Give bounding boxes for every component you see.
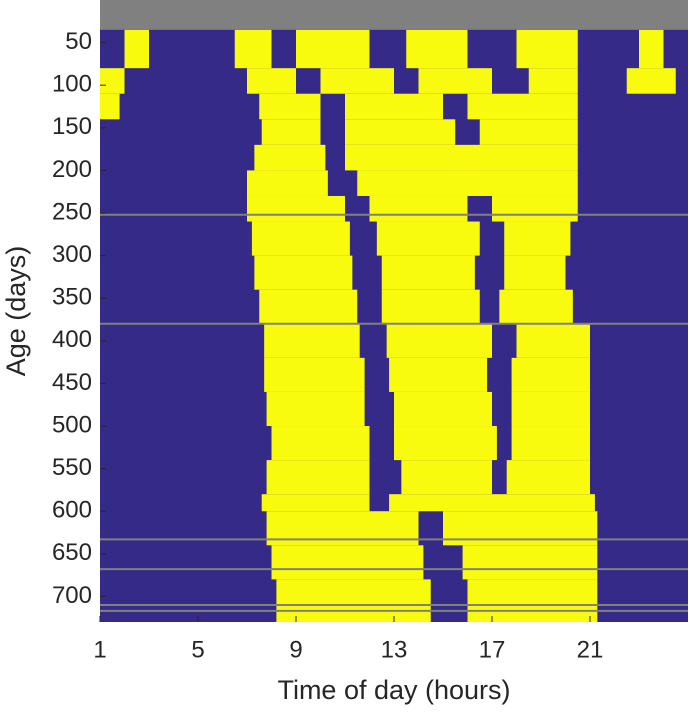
activity-block [499,289,573,324]
activity-block [345,144,578,171]
activity-block [389,494,595,512]
activity-block [100,68,125,94]
activity-block [234,29,272,69]
activity-block [376,221,480,256]
activity-block [261,494,370,512]
activity-block [276,579,431,622]
activity-block [266,460,370,495]
y-tick-label: 500 [52,411,92,438]
activity-block [511,391,590,427]
activity-block [418,68,492,94]
x-tick-label: 5 [191,636,204,663]
activity-block [386,323,492,358]
y-tick-label: 650 [52,539,92,566]
activity-block [516,29,578,69]
activity-block [369,195,468,222]
activity-block [381,289,480,324]
y-tick-label: 400 [52,326,92,353]
missing-range [100,0,688,30]
activity-block [100,93,120,120]
activity-block [467,93,578,120]
activity-block [264,357,365,392]
y-tick-label: 50 [65,28,92,55]
activity-block [504,221,571,256]
activity-block [254,144,326,171]
activity-block [247,195,345,222]
activity-block [357,170,578,196]
y-tick-label: 150 [52,113,92,140]
activity-block [320,68,394,94]
activity-block [247,170,328,196]
activity-block [479,119,578,145]
y-tick-label: 100 [52,71,92,98]
activity-block [259,93,321,120]
y-tick-label: 200 [52,156,92,183]
activity-block [381,255,475,290]
activity-block [492,195,578,222]
activity-block [516,323,590,358]
activity-block [506,460,590,495]
x-tick-label: 1 [93,636,106,663]
activity-block [528,68,578,94]
y-tick-label: 350 [52,284,92,311]
activity-block [345,93,443,120]
activity-block [467,579,598,622]
x-tick-label: 13 [381,636,408,663]
activity-block [345,119,456,145]
activity-block [259,289,358,324]
activity-block [401,460,492,495]
activity-block [271,545,424,580]
activity-block [639,29,664,69]
activity-block [394,391,492,427]
activity-block [251,221,350,256]
activity-block [626,68,676,94]
activity-block [271,426,370,461]
activity-block [261,119,321,145]
activity-block [462,545,598,580]
x-tick-label: 9 [289,636,302,663]
activity-block [124,29,149,69]
activity-block [511,357,590,392]
y-tick-label: 550 [52,454,92,481]
x-tick-label: 21 [577,636,604,663]
y-tick-label: 700 [52,582,92,609]
activity-block [504,255,566,290]
activity-block [406,29,468,69]
y-tick-label: 450 [52,369,92,396]
activity-block [254,255,353,290]
y-axis-label: Age (days) [1,246,31,377]
activity-block [247,68,296,94]
y-tick-label: 250 [52,198,92,225]
activity-block [394,426,497,461]
activity-block [389,357,488,392]
y-tick-label: 600 [52,497,92,524]
activity-block [511,426,590,461]
activity-block [296,29,370,69]
x-axis-label: Time of day (hours) [277,675,510,705]
y-tick-label: 300 [52,241,92,268]
x-tick-label: 17 [479,636,506,663]
activity-block [264,323,360,358]
activity-block [266,391,365,427]
